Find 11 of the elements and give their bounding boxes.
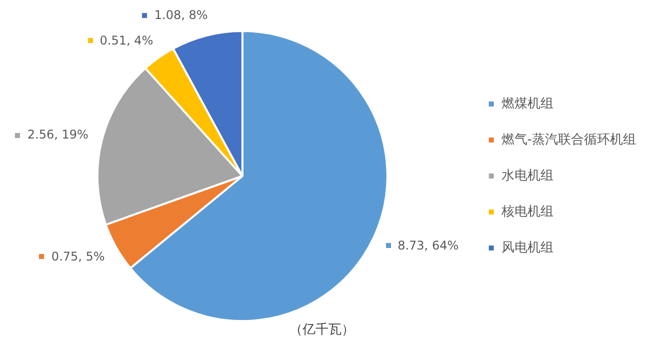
legend-label: 核电机组 bbox=[500, 204, 554, 220]
legend-label: 水电机组 bbox=[501, 168, 554, 184]
text: （亿千瓦） bbox=[290, 322, 354, 338]
data-label: 2.56, 19% bbox=[27, 128, 88, 142]
legend-label: 风电机组 bbox=[501, 240, 554, 256]
legend-label: 燃气-蒸汽联合循环机组 bbox=[501, 132, 636, 148]
data-label: 0.51, 4% bbox=[100, 33, 154, 48]
data-label: 1.08, 8% bbox=[154, 8, 208, 22]
legend-label: 燃煤机组 bbox=[501, 96, 554, 112]
data-label: 8.73, 64% bbox=[398, 238, 459, 253]
data-label: 0.75, 5% bbox=[51, 249, 105, 264]
